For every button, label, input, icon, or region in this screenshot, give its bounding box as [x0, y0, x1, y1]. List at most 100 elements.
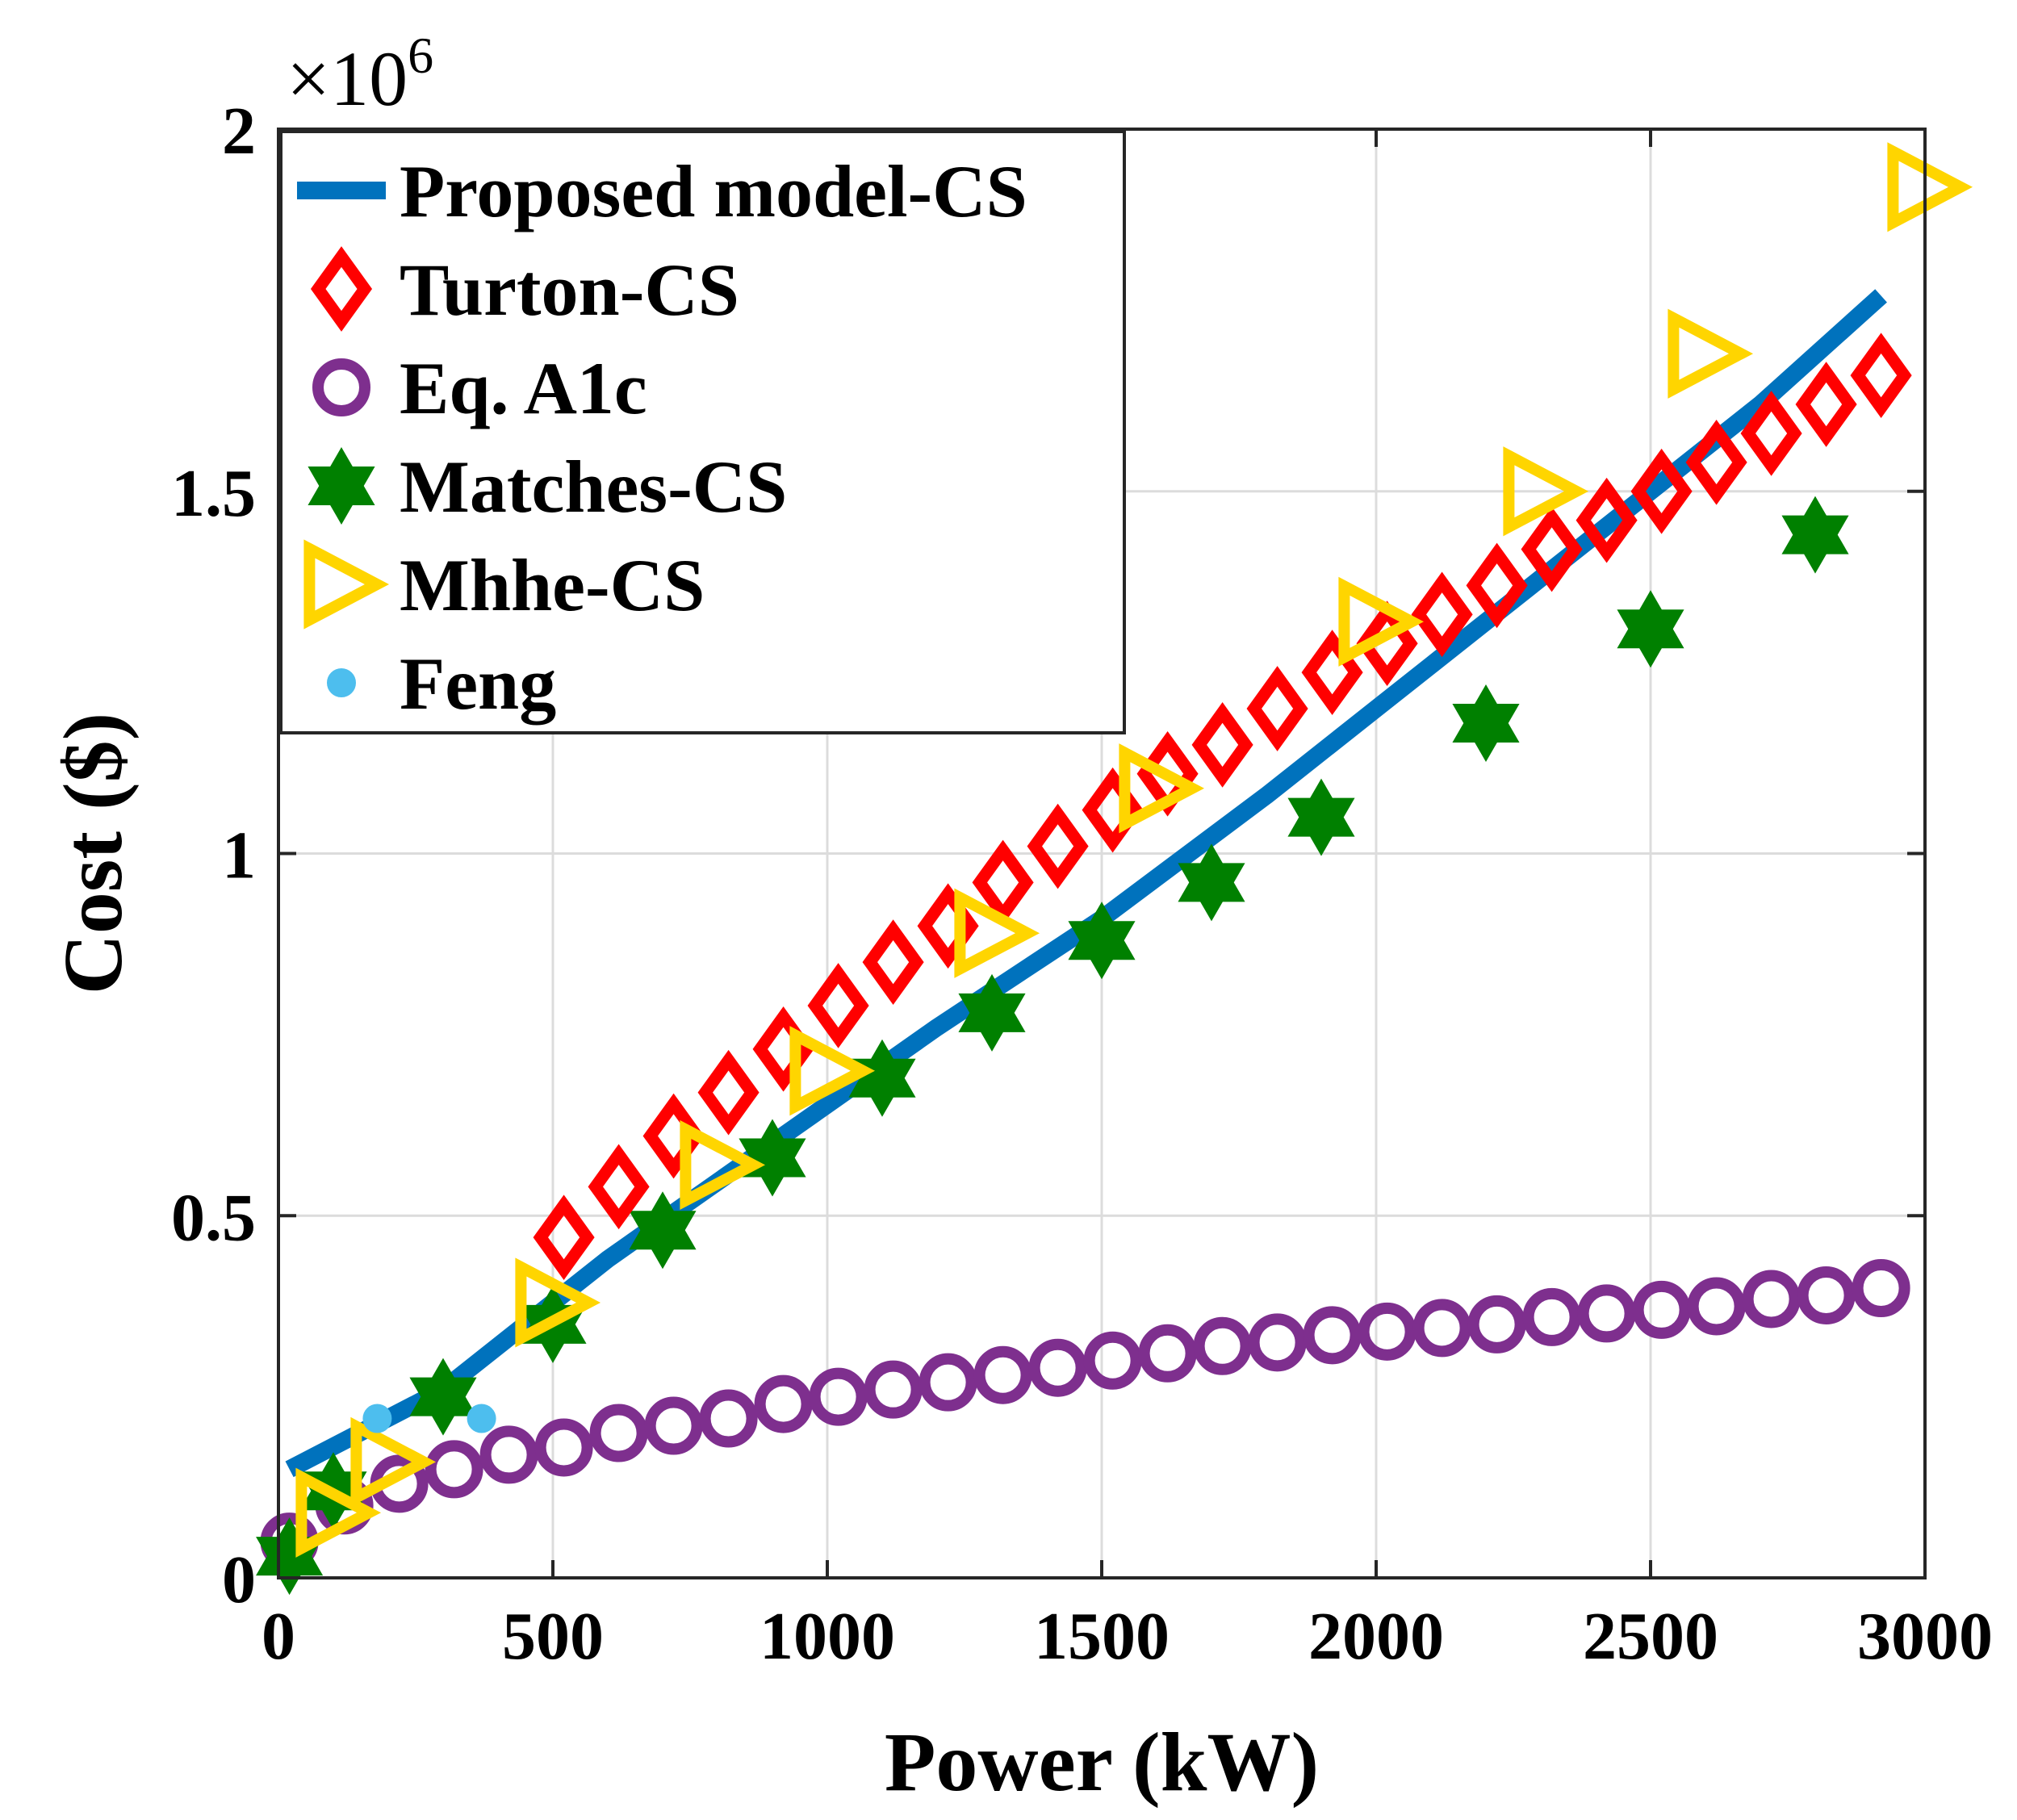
data-point-mhhe-cs	[515, 1257, 601, 1348]
data-point-eq-a1c	[1028, 1338, 1087, 1397]
data-point-turton-cs	[588, 1144, 650, 1230]
legend-label-proposed-model-cs: Proposed model-CS	[400, 150, 1027, 232]
y-multiplier-exponent: 6	[408, 27, 433, 84]
data-point-eq-a1c	[425, 1440, 483, 1499]
data-point-mhhe-cs	[680, 1119, 766, 1211]
data-point-turton-cs	[807, 963, 869, 1048]
hexagram-down	[958, 993, 1026, 1052]
data-point-eq-a1c	[1467, 1295, 1526, 1353]
x-axis-label: Power (kW)	[885, 1716, 1319, 1809]
data-point-turton-cs	[1850, 333, 1912, 418]
data-point-turton-cs	[862, 919, 924, 1005]
hexagram-down	[1287, 797, 1355, 856]
data-point-eq-a1c	[699, 1389, 758, 1448]
x-tick-label: 2500	[1583, 1599, 1718, 1674]
hexagram-down	[1068, 921, 1136, 980]
data-point-turton-cs	[697, 1049, 760, 1136]
data-point-eq-a1c	[1797, 1266, 1856, 1324]
data-point-eq-a1c	[1358, 1302, 1417, 1361]
data-point-matches-cs	[1178, 843, 1245, 922]
data-point-eq-a1c	[534, 1418, 593, 1477]
data-point-mhhe-cs	[295, 1467, 382, 1558]
data-point-eq-a1c	[1138, 1324, 1197, 1383]
data-point-eq-a1c	[1852, 1259, 1910, 1317]
y-multiplier: ×106	[287, 27, 433, 122]
data-point-eq-a1c	[1083, 1331, 1142, 1390]
legend-label-eq-a1c: Eq. A1c	[400, 347, 647, 429]
data-point-turton-cs	[1685, 420, 1747, 505]
legend-label-mhhe-cs: Mhhe-CS	[400, 544, 705, 626]
data-point-eq-a1c	[1522, 1287, 1581, 1346]
y-tick-label: 0	[222, 1542, 256, 1617]
data-point-matches-cs	[1287, 778, 1355, 856]
data-point-feng	[467, 1404, 496, 1433]
data-point-eq-a1c	[754, 1374, 813, 1433]
data-point-mhhe-cs	[1338, 576, 1425, 667]
data-point-turton-cs	[1027, 803, 1089, 889]
data-point-mhhe-cs	[789, 1026, 876, 1116]
data-point-mhhe-cs	[954, 888, 1040, 978]
y-tick-label: 1.5	[171, 456, 256, 531]
data-point-eq-a1c	[479, 1425, 538, 1484]
data-point-matches-cs	[958, 973, 1026, 1052]
data-point-eq-a1c	[1412, 1299, 1471, 1358]
hexagram-down	[409, 1377, 477, 1436]
data-point-matches-cs	[409, 1358, 477, 1436]
data-point-turton-cs	[533, 1195, 595, 1281]
data-point-eq-a1c	[1577, 1284, 1636, 1343]
data-point-matches-cs	[1068, 902, 1136, 980]
data-point-mhhe-cs	[1887, 142, 1973, 232]
data-point-mhhe-cs	[1119, 743, 1205, 834]
data-point-turton-cs	[1576, 477, 1638, 563]
data-point-turton-cs	[1191, 702, 1253, 788]
data-point-matches-cs	[1617, 590, 1684, 668]
data-point-turton-cs	[1740, 391, 1802, 476]
data-point-eq-a1c	[1632, 1280, 1691, 1339]
series-layer	[256, 142, 1973, 1596]
data-point-turton-cs	[1521, 506, 1583, 592]
x-tick-label: 3000	[1857, 1599, 1993, 1674]
data-point-turton-cs	[1630, 448, 1693, 534]
legend-swatch-matches-cs	[308, 446, 375, 525]
data-point-eq-a1c	[919, 1353, 977, 1412]
data-point-mhhe-cs	[1503, 446, 1589, 537]
data-point-matches-cs	[1781, 496, 1849, 574]
data-point-turton-cs	[1411, 571, 1473, 658]
data-point-feng	[362, 1404, 392, 1433]
data-point-eq-a1c	[644, 1396, 703, 1455]
legend-label-turton-cs: Turton-CS	[400, 249, 739, 331]
ticks: 0 500 1000 1500 2000 2500 3000 0 0.5 1 1.5 2	[171, 94, 1993, 1674]
hexagram-down	[1452, 704, 1520, 763]
data-point-eq-a1c	[1248, 1313, 1307, 1372]
x-tick-label: 2000	[1308, 1599, 1444, 1674]
data-point-eq-a1c	[973, 1345, 1032, 1404]
hexagram-down	[1617, 609, 1684, 668]
x-tick-label: 1500	[1034, 1599, 1170, 1674]
legend-swatch-eq-a1c	[312, 358, 370, 416]
data-point-eq-a1c	[1303, 1306, 1362, 1365]
x-tick-label: 1000	[760, 1599, 895, 1674]
legend-swatch-turton-cs	[310, 246, 373, 332]
series-feng	[362, 1404, 496, 1433]
hexagram-down	[308, 467, 375, 525]
series-mhhe-cs	[295, 142, 1973, 1558]
data-point-matches-cs	[629, 1191, 697, 1270]
data-point-turton-cs	[1795, 362, 1857, 447]
data-point-mhhe-cs	[350, 1416, 437, 1507]
data-point-eq-a1c	[809, 1367, 868, 1426]
data-point-turton-cs	[1246, 666, 1308, 751]
y-tick-label: 1	[222, 818, 256, 893]
data-point-eq-a1c	[589, 1404, 648, 1462]
data-point-mhhe-cs	[1668, 308, 1754, 399]
legend-swatch-feng	[327, 668, 356, 697]
data-point-matches-cs	[1452, 684, 1520, 763]
x-tick-label: 500	[502, 1599, 604, 1674]
legend-box	[279, 130, 1126, 734]
y-tick-label: 2	[222, 94, 256, 169]
x-tick-label: 0	[262, 1599, 295, 1674]
hexagram-down	[1781, 515, 1849, 574]
legend-label-matches-cs: Matches-CS	[400, 446, 787, 528]
data-point-eq-a1c	[1193, 1316, 1252, 1375]
hexagram-down	[1178, 863, 1245, 922]
